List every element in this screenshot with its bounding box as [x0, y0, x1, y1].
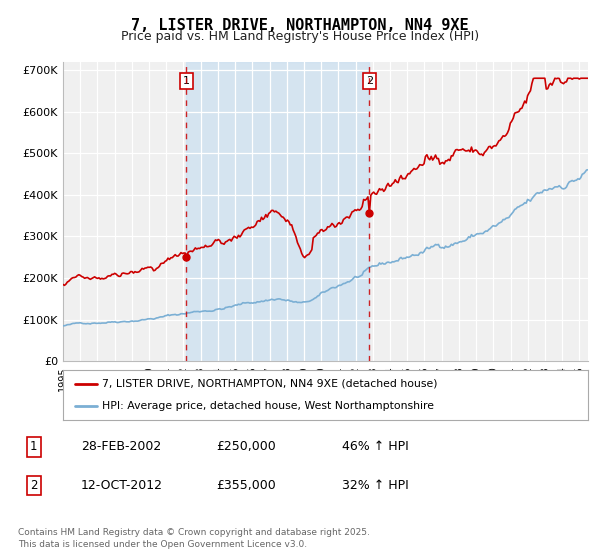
Text: 28-FEB-2002: 28-FEB-2002	[81, 440, 161, 453]
Text: 7, LISTER DRIVE, NORTHAMPTON, NN4 9XE: 7, LISTER DRIVE, NORTHAMPTON, NN4 9XE	[131, 18, 469, 34]
Text: 1: 1	[30, 440, 37, 453]
Text: 46% ↑ HPI: 46% ↑ HPI	[342, 440, 409, 453]
Text: 2: 2	[30, 479, 37, 492]
Text: 32% ↑ HPI: 32% ↑ HPI	[342, 479, 409, 492]
Text: 12-OCT-2012: 12-OCT-2012	[81, 479, 163, 492]
Bar	[187, 62, 369, 361]
Text: Price paid vs. HM Land Registry's House Price Index (HPI): Price paid vs. HM Land Registry's House …	[121, 30, 479, 43]
Text: 1: 1	[183, 76, 190, 86]
Text: Contains HM Land Registry data © Crown copyright and database right 2025.
This d: Contains HM Land Registry data © Crown c…	[18, 528, 370, 549]
Text: 7, LISTER DRIVE, NORTHAMPTON, NN4 9XE (detached house): 7, LISTER DRIVE, NORTHAMPTON, NN4 9XE (d…	[103, 379, 438, 389]
Text: 2: 2	[365, 76, 373, 86]
Text: £250,000: £250,000	[216, 440, 276, 453]
Text: HPI: Average price, detached house, West Northamptonshire: HPI: Average price, detached house, West…	[103, 401, 434, 411]
Text: £355,000: £355,000	[216, 479, 276, 492]
